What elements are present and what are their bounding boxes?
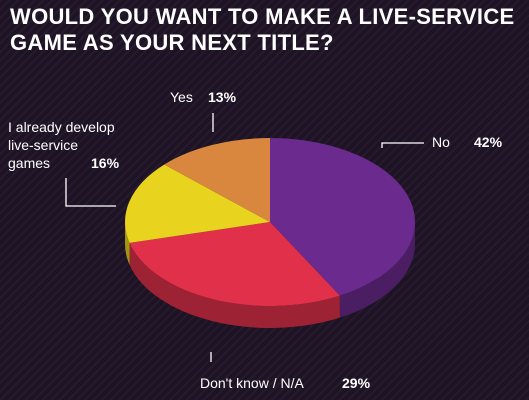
chart-title: WOULD YOU WANT TO MAKE A LIVE-SERVICE GA… (10, 4, 515, 55)
value-dont-know: 29% (342, 375, 371, 391)
leader-line-no (381, 142, 424, 148)
value-no: 42% (474, 134, 503, 150)
label-yes: Yes (170, 89, 193, 105)
value-live-service: 16% (91, 155, 120, 171)
value-yes: 13% (208, 89, 237, 105)
leader-line-live-service (65, 178, 116, 207)
pie-side-don-t-know-n-a (129, 242, 340, 328)
pie-slice-yes (164, 138, 270, 222)
pie-slice-don-t-know-n-a (129, 222, 340, 306)
pie-depth (125, 222, 416, 328)
label-live-service: I already develop live-service games (8, 119, 119, 171)
pie-slice-no (270, 138, 416, 296)
pie-side-i-already-develop-live-service-games (125, 222, 130, 265)
label-live-service-line-3: games (8, 155, 50, 171)
label-dont-know: Don't know / N/A (200, 375, 304, 391)
pie-slices (124, 138, 416, 306)
pie-slice-i-already-develop-live-service-games (124, 164, 270, 243)
label-live-service-line-1: I already develop (8, 119, 115, 135)
label-live-service-line-2: live-service (8, 137, 78, 153)
label-no: No (432, 134, 450, 150)
pie-side-no (339, 222, 416, 318)
